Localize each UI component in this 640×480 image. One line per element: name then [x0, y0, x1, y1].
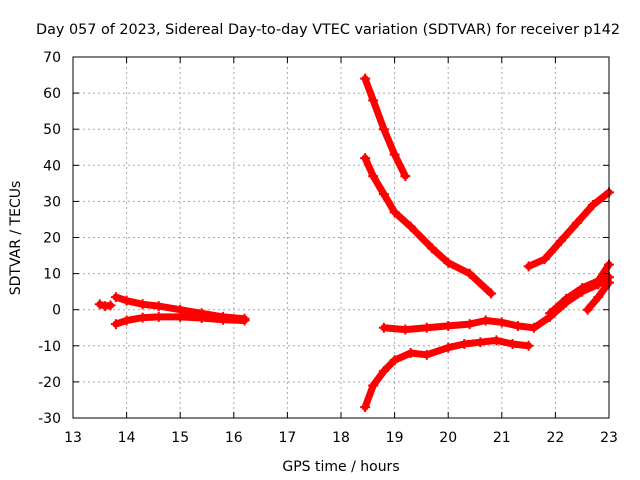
series-6-point	[421, 349, 432, 360]
series-6-point	[459, 338, 470, 349]
series-7-point	[512, 320, 523, 331]
series-6-point	[491, 335, 502, 346]
series-10-point	[582, 304, 593, 315]
series-7-point	[480, 315, 491, 326]
series-7-point	[464, 319, 475, 330]
series-7-trace	[380, 273, 613, 334]
x-tick-label: 14	[118, 430, 136, 446]
y-axis-label: SDTVAR / TECUs	[8, 181, 24, 296]
series-3-point	[175, 311, 186, 322]
series-5-point	[464, 268, 475, 279]
series-3-point	[153, 311, 164, 322]
series-6-point	[507, 338, 518, 349]
series-5-point	[405, 221, 416, 232]
y-tick-label: 70	[43, 50, 61, 66]
x-tick-label: 13	[64, 430, 82, 446]
series-5-point	[443, 257, 454, 268]
series-3-point	[239, 315, 250, 326]
series-6-point	[443, 342, 454, 353]
series-1-point	[94, 299, 105, 310]
y-tick-labels: -30 -20 -10 0 10 20 30 40 50 60 70	[38, 50, 61, 427]
series-7-point	[443, 320, 454, 331]
series-9-point	[577, 283, 588, 294]
y-tick-label: 20	[43, 231, 61, 247]
series-9-point	[561, 293, 572, 304]
series-2-point	[121, 295, 132, 306]
series-2-point	[137, 299, 148, 310]
series-4-point	[360, 73, 371, 84]
series-7-point	[400, 324, 411, 335]
series-6-point	[523, 340, 534, 351]
series-5-point	[486, 288, 497, 299]
x-tick-label: 16	[225, 430, 243, 446]
y-tick-label: -10	[38, 339, 61, 355]
series-5-point	[360, 153, 371, 164]
series-9-point	[593, 275, 604, 286]
data-series	[94, 73, 614, 413]
series-2-point	[153, 301, 164, 312]
series-8-point	[539, 254, 550, 265]
x-tick-label: 22	[546, 430, 564, 446]
series-4-point	[378, 124, 389, 135]
y-tick-label: 0	[52, 303, 61, 319]
series-8-point	[587, 200, 598, 211]
series-5-point	[389, 207, 400, 218]
y-tick-label: 50	[43, 122, 61, 138]
x-tick-label: 15	[171, 430, 189, 446]
series-6-point	[360, 402, 371, 413]
series-9-point	[545, 308, 556, 319]
series-7-point	[378, 322, 389, 333]
series-8-point	[555, 236, 566, 247]
series-2-point	[110, 292, 121, 303]
series-5-point	[368, 171, 379, 182]
y-tick-label: 30	[43, 194, 61, 210]
y-tick-label: 60	[43, 86, 61, 102]
series-8-trace	[525, 188, 613, 270]
series-6-point	[389, 355, 400, 366]
series-5-point	[427, 243, 438, 254]
chart-title: Day 057 of 2023, Sidereal Day-to-day VTE…	[36, 22, 620, 38]
series-6-point	[368, 380, 379, 391]
series-3-point	[121, 315, 132, 326]
series-6-trace	[361, 336, 533, 411]
x-tick-label: 20	[439, 430, 457, 446]
series-7-point	[528, 322, 539, 333]
series-4-point	[389, 149, 400, 160]
series-7-point	[496, 317, 507, 328]
series-6-point	[475, 337, 486, 348]
series-8-point	[571, 218, 582, 229]
series-8-point	[523, 261, 534, 272]
x-tick-label: 19	[386, 430, 404, 446]
series-3-point	[218, 314, 229, 325]
x-tick-label: 23	[600, 430, 618, 446]
series-3-point	[110, 319, 121, 330]
y-tick-label: -30	[38, 411, 61, 427]
series-5-point	[378, 189, 389, 200]
x-tick-label: 21	[493, 430, 511, 446]
y-tick-label: 40	[43, 158, 61, 174]
series-1-point	[105, 300, 116, 311]
axis-ticks	[72, 56, 610, 419]
series-4-point	[400, 171, 411, 182]
x-tick-label: 18	[332, 430, 350, 446]
y-tick-label: -20	[38, 375, 61, 391]
x-tick-label: 17	[278, 430, 296, 446]
series-3-point	[196, 313, 207, 324]
series-4-point	[368, 95, 379, 106]
series-6-point	[378, 366, 389, 377]
series-7-point	[421, 322, 432, 333]
x-tick-labels: 13 14 15 16 17 18 19 20 21 22 23	[64, 430, 618, 446]
grid-lines	[73, 57, 609, 418]
series-3-point	[137, 312, 148, 323]
x-axis-label: GPS time / hours	[282, 459, 399, 475]
y-tick-label: 10	[43, 267, 61, 283]
series-6-point	[405, 348, 416, 359]
series-10-point	[593, 292, 604, 303]
